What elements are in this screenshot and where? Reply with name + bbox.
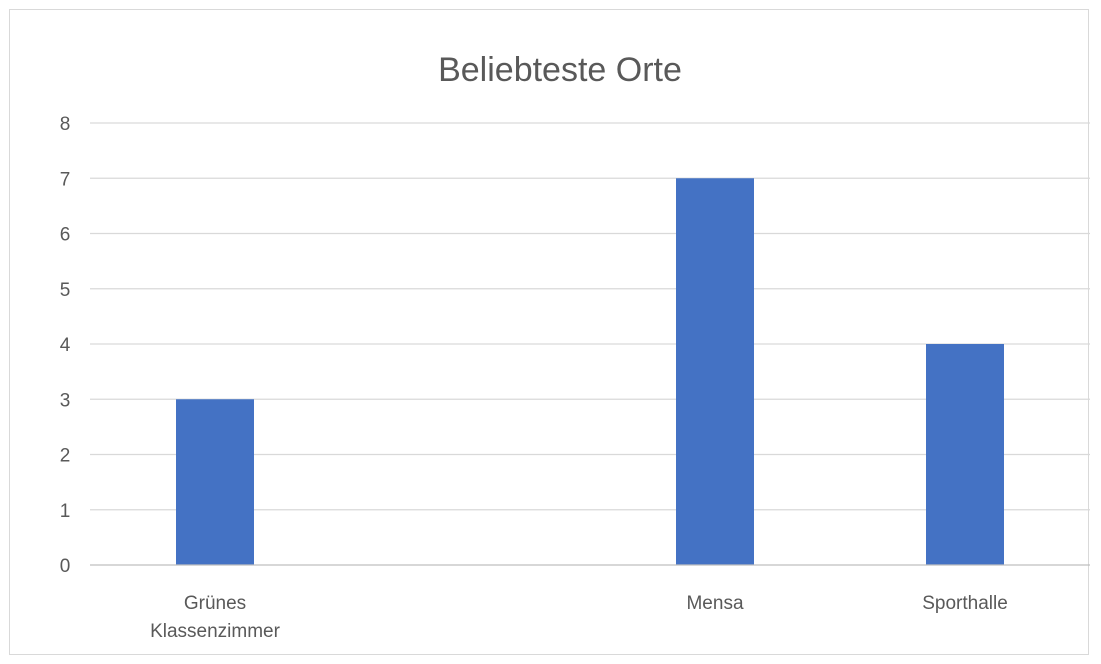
y-tick-label: 2 (60, 446, 71, 467)
y-tick-label: 6 (60, 225, 71, 246)
x-category-label: Sporthalle (922, 593, 1008, 614)
y-tick-label: 4 (60, 335, 71, 356)
gridlines (90, 122, 1090, 511)
bars (176, 178, 1004, 565)
x-category-label: Grünes Klassenzimmer (150, 593, 281, 642)
y-tick-label: 0 (60, 556, 71, 577)
chart-title: Beliebteste Orte (438, 51, 682, 89)
y-axis-ticks: 0 1 2 3 4 5 6 7 8 (60, 114, 71, 577)
bar (926, 344, 1004, 565)
y-tick-label: 8 (60, 114, 71, 135)
x-category-label: Mensa (686, 593, 743, 614)
bar (676, 178, 754, 565)
y-tick-label: 1 (60, 501, 71, 522)
y-tick-label: 3 (60, 390, 71, 411)
y-tick-label: 5 (60, 280, 71, 301)
x-axis-labels: Grünes Klassenzimmer Mensa Sporthalle (150, 593, 1008, 642)
y-tick-label: 7 (60, 169, 71, 190)
bar (176, 399, 254, 565)
